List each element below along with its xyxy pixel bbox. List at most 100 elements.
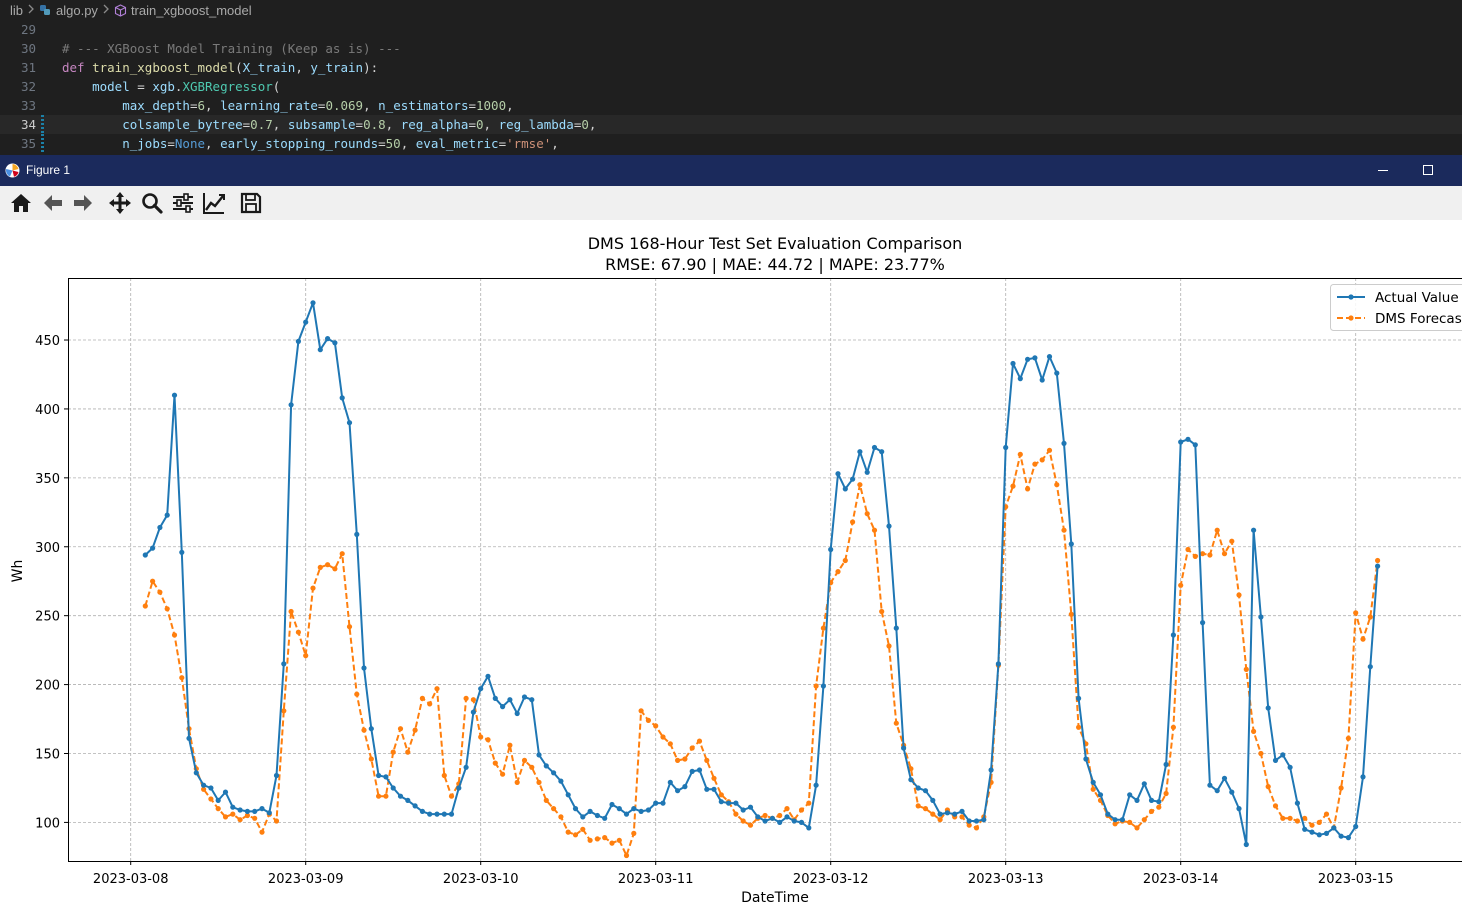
code-text: def train_xgboost_model(X_train, y_train… — [62, 58, 378, 77]
plot-canvas[interactable]: DMS 168-Hour Test Set Evaluation Compari… — [0, 220, 1462, 909]
line-number: 35 — [20, 136, 36, 151]
code-token: # --- XGBoost Model Training (Keep as is… — [62, 41, 401, 56]
dms-forecast-point — [740, 818, 746, 824]
pan-button[interactable] — [107, 190, 133, 216]
actual-value-point — [536, 752, 542, 758]
actual-value-point — [157, 524, 163, 531]
actual-value-point — [1003, 444, 1009, 451]
actual-value-point — [820, 683, 827, 689]
breadcrumb-file[interactable]: algo.py — [39, 3, 98, 18]
legend: Actual Value DMS Forecast — [1330, 284, 1462, 331]
dms-forecast-point — [551, 806, 557, 812]
dms-forecast-point — [1323, 811, 1330, 817]
actual-value-point — [1200, 620, 1206, 626]
y-tick-label: 100 — [35, 816, 60, 831]
minimize-icon — [1378, 170, 1388, 171]
actual-value-point — [441, 811, 447, 817]
code-token: reg_lambda — [498, 117, 574, 132]
dms-forecast-point — [1360, 636, 1366, 642]
legend-label: DMS Forecast — [1375, 311, 1462, 327]
dms-forecast-point — [959, 814, 965, 820]
dms-forecast-point — [1112, 821, 1118, 827]
actual-value-point — [908, 777, 914, 783]
dms-forecast-point — [346, 624, 353, 630]
actual-value-point — [266, 810, 272, 816]
save-button[interactable] — [238, 190, 264, 216]
actual-value-point — [215, 797, 221, 804]
actual-value-point — [682, 784, 688, 790]
dms-forecast-point — [1207, 552, 1213, 558]
dms-forecast-point — [1032, 461, 1038, 467]
code-line[interactable]: 29 — [0, 20, 1462, 39]
code-editor[interactable]: lib algo.py train_xgboost_model 29 30 # --… — [0, 0, 1462, 155]
actual-value-point — [660, 800, 666, 806]
dms-forecast-point — [244, 812, 250, 819]
actual-value-point — [1280, 752, 1286, 758]
actual-value-point — [696, 767, 703, 773]
modified-line-marker — [41, 115, 44, 134]
actual-value-point — [397, 793, 404, 799]
code-token: 'rmse' — [506, 136, 552, 151]
code-line[interactable]: 31 def train_xgboost_model(X_train, y_tra… — [0, 58, 1462, 77]
tick-layer: 100 150 200 250 300 350 400 450 2023-03-08 2023-0… — [35, 334, 1393, 887]
edit-axis-button[interactable] — [201, 190, 227, 216]
actual-value-point — [478, 686, 484, 692]
dms-forecast-point — [784, 806, 790, 812]
dms-forecast-point — [1054, 482, 1060, 488]
zoom-button[interactable] — [139, 190, 165, 216]
home-button[interactable] — [8, 190, 34, 216]
edit-axis-icon — [203, 193, 225, 214]
dms-forecast-point — [798, 807, 805, 813]
actual-value-point — [1265, 705, 1271, 711]
x-tick-label: 2023-03-11 — [618, 872, 694, 887]
maximize-button[interactable] — [1405, 155, 1451, 186]
dms-forecast-point — [572, 832, 579, 838]
x-tick-label: 2023-03-10 — [443, 872, 519, 887]
back-button[interactable] — [40, 190, 66, 216]
actual-value-point — [361, 665, 367, 671]
chart-title: DMS 168-Hour Test Set Evaluation Compari… — [588, 234, 963, 253]
actual-value-point — [1141, 781, 1147, 787]
dms-forecast-point — [325, 562, 331, 568]
y-tick-label: 200 — [35, 679, 60, 694]
code-line[interactable]: 32 model = xgb.XGBRegressor( — [0, 77, 1462, 96]
minimize-button[interactable] — [1360, 155, 1406, 186]
dms-forecast-point — [609, 840, 615, 846]
dms-forecast-point — [667, 741, 673, 747]
actual-value-point — [594, 812, 601, 819]
actual-value-point — [346, 420, 353, 426]
actual-value-line — [144, 301, 1379, 846]
code-line[interactable]: 35 n_jobs=None, early_stopping_rounds=50… — [0, 134, 1462, 153]
figure-titlebar[interactable]: Figure 1 — [0, 155, 1462, 186]
code-token: model — [92, 79, 130, 94]
dms-forecast-point — [1046, 447, 1053, 453]
dms-forecast-point — [777, 812, 783, 819]
actual-value-point — [1221, 775, 1228, 781]
code-line[interactable]: 33 max_depth=6, learning_rate=0.069, n_e… — [0, 96, 1462, 115]
actual-value-point — [828, 546, 834, 553]
dms-forecast-point — [1156, 804, 1162, 810]
actual-value-point — [850, 476, 856, 482]
actual-value-point — [915, 785, 921, 791]
actual-value-point — [1076, 695, 1082, 701]
legend-swatch-marker — [1348, 315, 1354, 321]
actual-value-point — [886, 523, 892, 529]
dms-forecast-point — [448, 793, 455, 799]
code-line[interactable]: 30 # --- XGBoost Model Training (Keep as … — [0, 39, 1462, 58]
actual-value-point — [1025, 356, 1031, 362]
dms-forecast-point — [806, 800, 812, 806]
actual-value-point — [922, 788, 929, 794]
configure-subplots-button[interactable] — [170, 190, 196, 216]
actual-value-point — [1294, 800, 1300, 806]
dms-forecast-point — [281, 708, 287, 714]
breadcrumb-lib[interactable]: lib — [10, 3, 23, 18]
actual-value-point — [857, 449, 863, 455]
actual-value-point — [623, 811, 630, 817]
breadcrumb-symbol[interactable]: train_xgboost_model — [114, 3, 252, 18]
code-line[interactable]: 34 colsample_bytree=0.7, subsample=0.8, … — [0, 115, 1462, 134]
actual-value-point — [806, 825, 812, 831]
actual-value-point — [966, 818, 972, 824]
actual-value-point — [762, 818, 768, 824]
forward-button[interactable] — [70, 190, 96, 216]
dms-forecast-point — [441, 772, 447, 779]
